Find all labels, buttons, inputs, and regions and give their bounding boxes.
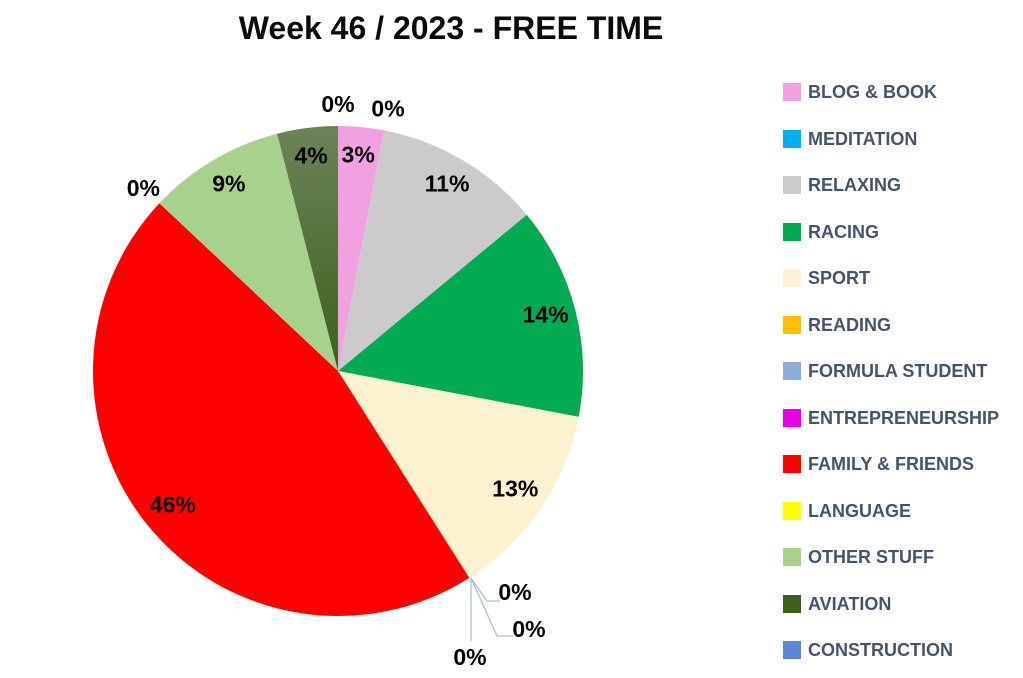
pie-slice-aviation [277, 126, 338, 371]
legend-swatch-icon [783, 501, 801, 520]
data-label-construction: 0% [321, 91, 354, 117]
legend-item-sport: SPORT [783, 269, 999, 287]
data-label-language: 0% [127, 175, 160, 201]
leader-line-formula-student [470, 577, 513, 637]
data-label-other-stuff: 9% [212, 170, 245, 196]
legend-swatch-icon [783, 222, 801, 241]
data-label-aviation: 4% [295, 142, 328, 168]
legend-swatch-icon [783, 641, 801, 659]
legend-label: AVIATION [808, 593, 892, 614]
chart-title: Week 46 / 2023 - FREE TIME [238, 10, 664, 46]
pie-slice-sport [338, 371, 579, 578]
legend-label: RACING [808, 221, 879, 242]
legend-item-formula-student: FORMULA STUDENT [783, 362, 999, 380]
data-label-relaxing: 11% [425, 170, 470, 196]
data-label-family-friends: 46% [150, 492, 196, 518]
legend-swatch-icon [783, 594, 801, 613]
legend-label: SPORT [808, 268, 871, 288]
data-label-blog-book: 3% [342, 142, 375, 168]
legend-swatch-icon [783, 176, 801, 194]
legend-label: OTHER STUFF [808, 547, 934, 567]
legend-item-racing: RACING [783, 221, 999, 242]
data-label-racing: 14% [523, 302, 569, 328]
legend-swatch-icon [783, 362, 801, 380]
legend-item-meditation: MEDITATION [783, 128, 999, 149]
legend-label: CONSTRUCTION [808, 640, 953, 660]
legend-item-aviation: AVIATION [783, 593, 999, 614]
legend-label: LANGUAGE [808, 500, 911, 521]
data-label-meditation: 0% [371, 96, 404, 122]
legend: BLOG & BOOK MEDITATION RELAXING RACING SPORT… [783, 83, 999, 659]
legend-swatch-icon [783, 455, 801, 473]
leader-line-reading [470, 577, 500, 602]
legend-item-relaxing: RELAXING [783, 176, 999, 194]
legend-label: FORMULA STUDENT [808, 361, 988, 381]
legend-label: MEDITATION [808, 128, 918, 149]
legend-swatch-icon [783, 408, 801, 427]
legend-item-language: LANGUAGE [783, 500, 999, 521]
legend-item-entrepreneurship: ENTREPRENEURSHIP [783, 407, 1000, 428]
legend-item-blog-book: BLOG & BOOK [783, 83, 999, 101]
pie-slice-relaxing [338, 130, 527, 371]
legend-label: ENTREPRENEURSHIP [808, 407, 1000, 428]
legend-item-other-stuff: OTHER STUFF [783, 548, 999, 566]
legend-swatch-icon [783, 269, 801, 287]
legend-label: READING [808, 314, 892, 335]
legend-swatch-icon [783, 315, 801, 334]
pie-slice-other-stuff [159, 133, 338, 371]
data-label-entrepreneurship: 0% [453, 644, 486, 670]
legend-swatch-icon [783, 129, 801, 148]
legend-swatch-icon [783, 548, 801, 566]
legend-swatch-icon [783, 83, 801, 101]
pie-slice-racing [338, 214, 583, 417]
legend-item-construction: CONSTRUCTION [783, 641, 999, 659]
pie-slice-family-friends [93, 203, 470, 616]
legend-label: BLOG & BOOK [808, 82, 937, 102]
pie-slice-blog-book [338, 126, 384, 371]
data-label-sport: 13% [492, 475, 538, 501]
legend-label: RELAXING [808, 175, 902, 195]
data-label-reading: 0% [498, 579, 531, 605]
legend-item-reading: READING [783, 314, 999, 335]
legend-label: FAMILY & FRIENDS [808, 454, 975, 474]
legend-item-family-friends: FAMILY & FRIENDS [783, 455, 999, 473]
data-label-formula-student: 0% [512, 616, 545, 642]
